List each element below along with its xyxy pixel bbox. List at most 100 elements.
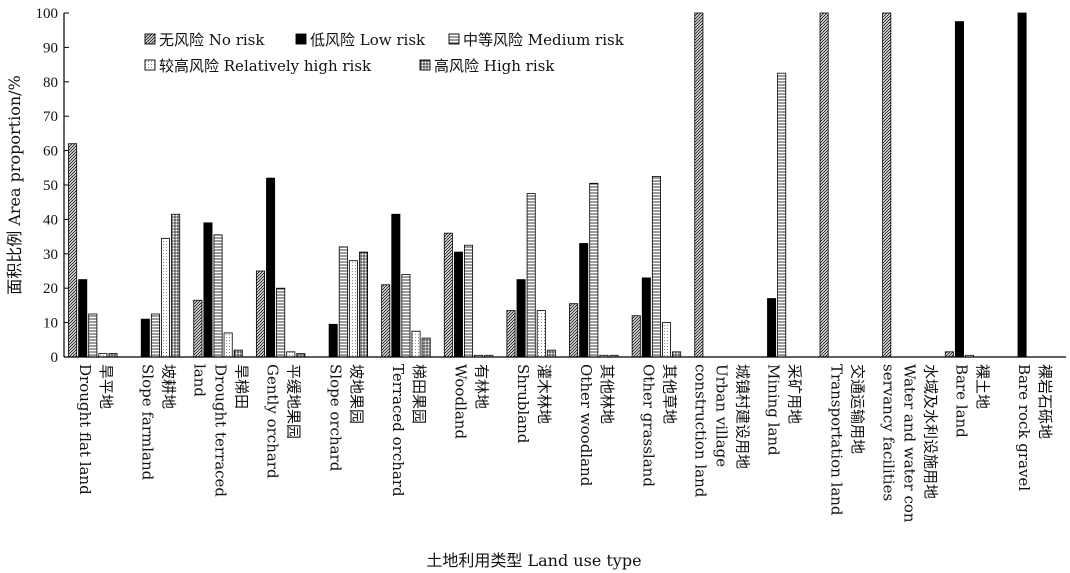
category-label: Slope orchard bbox=[326, 364, 344, 472]
category-label: 采矿用地 bbox=[786, 364, 804, 424]
category-label: 裸土地 bbox=[974, 364, 992, 409]
y-tick-label: 0 bbox=[51, 350, 59, 366]
bar-solid bbox=[516, 279, 526, 358]
bar-grid bbox=[546, 349, 556, 358]
y-tick-label: 80 bbox=[43, 75, 58, 91]
bar-diagonal bbox=[694, 12, 704, 358]
category-label: 裸岩石砾地 bbox=[1036, 364, 1054, 439]
y-tick-label: 100 bbox=[36, 6, 59, 22]
bar-solid bbox=[78, 279, 88, 358]
category-label: Terraced orchard bbox=[389, 364, 407, 497]
bar-solid bbox=[391, 213, 401, 358]
bar-grid bbox=[171, 213, 181, 358]
legend-swatch-dotted bbox=[144, 59, 156, 71]
legend-swatch-diagonal bbox=[144, 33, 156, 45]
bar-grid bbox=[358, 251, 368, 358]
bar-solid bbox=[453, 251, 463, 358]
bar-diagonal bbox=[506, 310, 516, 358]
category-label: Transportation land bbox=[827, 364, 845, 516]
legend-label: 高风险 High risk bbox=[434, 57, 555, 75]
category-label: Other woodland bbox=[577, 364, 595, 487]
bar-dotted bbox=[161, 237, 171, 358]
y-tick-label: 40 bbox=[43, 212, 58, 228]
bar-solid bbox=[140, 318, 150, 358]
category-label: 水域及水利设施用地 bbox=[921, 364, 939, 499]
category-label: 平缓地果园 bbox=[285, 364, 303, 439]
category-label: 城镇村建设用地 bbox=[734, 364, 752, 469]
bar-grid bbox=[233, 349, 243, 358]
category-label: 有林地 bbox=[473, 364, 491, 409]
y-tick-label: 20 bbox=[43, 281, 58, 297]
bar-dotted bbox=[348, 260, 358, 358]
category-label: 梯田果园 bbox=[410, 364, 428, 424]
bar-horizontal bbox=[213, 234, 223, 358]
category-label: 坡地果园 bbox=[347, 364, 365, 424]
bar-horizontal bbox=[401, 274, 411, 358]
bar-dotted bbox=[662, 322, 672, 358]
legend-swatch-grid bbox=[419, 59, 431, 71]
category-label: Gently orchard bbox=[264, 364, 282, 479]
category-label: 旱梯田 bbox=[233, 364, 251, 409]
bar-solid bbox=[954, 21, 964, 358]
bar-diagonal bbox=[631, 315, 641, 358]
bar-horizontal bbox=[464, 244, 474, 358]
bar-horizontal bbox=[338, 246, 348, 358]
y-tick-label: 70 bbox=[43, 109, 58, 125]
category-label: Drought terraced bbox=[212, 364, 230, 497]
y-axis: 0 10 20 30 40 50 60 70 80 90 100 bbox=[36, 6, 69, 366]
category-label: 灌木林地 bbox=[535, 364, 553, 424]
category-label: Shrubland bbox=[514, 364, 532, 444]
bar-diagonal bbox=[569, 303, 579, 358]
y-axis-title: 面积比例 Area proportion/% bbox=[5, 75, 24, 295]
legend: 无风险 No risk 低风险 Low risk 中等风险 Medium risk 较… bbox=[144, 31, 625, 75]
bar-solid bbox=[641, 277, 651, 358]
bar-horizontal bbox=[276, 287, 286, 358]
category-label: Bare land bbox=[953, 364, 971, 438]
bar-dotted bbox=[286, 351, 296, 358]
legend-label: 无风险 No risk bbox=[159, 31, 265, 49]
bar-diagonal bbox=[381, 284, 391, 358]
category-label: 其他草地 bbox=[660, 364, 678, 424]
category-label: Woodland bbox=[452, 364, 470, 439]
bar-diagonal bbox=[443, 232, 453, 358]
bar-grid bbox=[421, 337, 431, 358]
category-label: Urban village bbox=[713, 364, 731, 467]
legend-label: 较高风险 Relatively high risk bbox=[159, 57, 372, 75]
legend-label: 中等风险 Medium risk bbox=[463, 31, 625, 49]
category-label: Drought flat land bbox=[76, 364, 94, 495]
bar-dotted bbox=[411, 330, 421, 358]
bar-horizontal bbox=[526, 193, 536, 358]
bar-diagonal bbox=[882, 12, 892, 358]
category-label: 旱平地 bbox=[97, 364, 115, 409]
category-label: 其他林地 bbox=[598, 364, 616, 424]
bars bbox=[68, 12, 1027, 358]
bar-diagonal bbox=[819, 12, 829, 358]
category-label: Slope farmland bbox=[138, 364, 156, 481]
bar-solid bbox=[203, 222, 213, 358]
bar-solid bbox=[579, 243, 589, 358]
bar-solid bbox=[1017, 12, 1027, 358]
category-label: land bbox=[191, 364, 209, 397]
category-label: 交通运输用地 bbox=[848, 364, 866, 454]
category-label: servancy facilities bbox=[879, 364, 897, 501]
bar-dotted bbox=[536, 310, 546, 358]
y-tick-label: 90 bbox=[43, 40, 58, 56]
legend-label: 低风险 Low risk bbox=[310, 31, 426, 49]
bar-grid bbox=[672, 351, 682, 358]
bar-horizontal bbox=[777, 72, 787, 358]
bar-diagonal bbox=[68, 143, 78, 358]
bar-horizontal bbox=[150, 313, 160, 358]
bar-solid bbox=[767, 298, 777, 358]
bar-solid bbox=[328, 323, 338, 358]
bar-dotted bbox=[223, 332, 233, 358]
y-tick-label: 50 bbox=[43, 178, 58, 194]
category-label: Water and water con bbox=[900, 364, 918, 523]
bar-diagonal bbox=[193, 299, 203, 358]
category-label: Bare rock gravel bbox=[1015, 364, 1033, 491]
bar-horizontal bbox=[88, 313, 98, 358]
y-tick-label: 10 bbox=[43, 316, 58, 332]
bar-diagonal bbox=[944, 351, 954, 358]
bar-diagonal bbox=[255, 270, 265, 358]
